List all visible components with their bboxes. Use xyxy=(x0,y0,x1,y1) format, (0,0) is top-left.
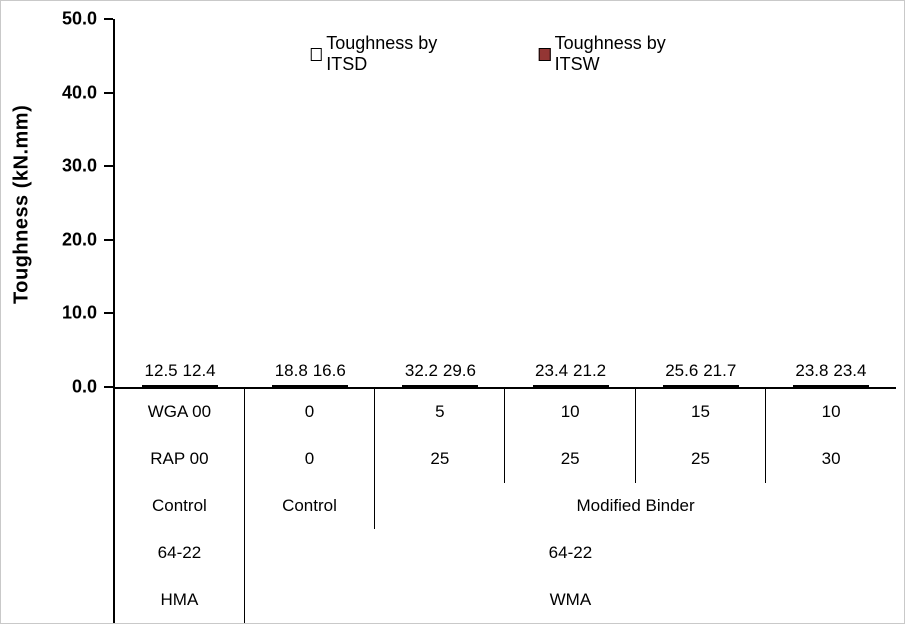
cell-wga-5: 10 xyxy=(821,402,841,422)
y-tick-mark xyxy=(104,238,113,241)
cell-wga-1: 0 xyxy=(244,389,376,436)
table-row-rap: RAP 00 0 25 25 25 30 xyxy=(114,435,896,483)
legend-swatch-itsw xyxy=(538,47,551,61)
legend-swatch-itsd xyxy=(310,47,323,61)
bar-value-label: 21.2 xyxy=(573,361,607,380)
cell-control-wma: Control xyxy=(244,482,376,530)
y-tick-label: 40.0 xyxy=(61,82,97,103)
cell-wma: WMA xyxy=(549,589,592,609)
legend-item-itsw: Toughness by ITSW xyxy=(538,33,701,75)
bar-value-label: 32.2 xyxy=(404,361,438,380)
bar-group: 23.8 23.4 xyxy=(766,361,896,387)
legend-item-itsd: Toughness by ITSD xyxy=(310,33,468,75)
cell-modified-binder: Modified Binder xyxy=(576,495,695,515)
bar-value-label: 23.8 xyxy=(795,361,829,380)
cell-wga-4: 15 xyxy=(635,389,767,436)
bar-itsw: 21.7 xyxy=(700,361,739,387)
bar-itsw: 29.6 xyxy=(440,361,479,387)
y-tick-mark xyxy=(104,18,113,20)
y-tick-mark xyxy=(104,165,113,168)
legend-label-itsd: Toughness by ITSD xyxy=(326,33,438,74)
legend: Toughness by ITSD Toughness by ITSW xyxy=(310,33,701,75)
bar-group: 18.8 16.6 xyxy=(245,361,375,387)
bar-value-label: 18.8 xyxy=(274,361,308,380)
cell-rap-1: 0 xyxy=(244,435,376,483)
bar-itsd: 18.8 xyxy=(272,361,311,387)
bar-value-label: 23.4 xyxy=(535,361,569,380)
y-tick-mark xyxy=(104,312,113,315)
table-row-grade: 64-22 64-22 xyxy=(114,529,896,577)
bar-itsd: 25.6 xyxy=(662,361,701,387)
cell-grade-left: 64-22 xyxy=(114,529,245,577)
cell-rap-2: 25 xyxy=(374,435,506,483)
cell-wga-header: WGA 00 xyxy=(114,389,245,436)
bar-itsd: 23.4 xyxy=(532,361,571,387)
legend-label-itsw: Toughness by ITSW xyxy=(554,33,666,74)
bars-row: 12.5 12.4 18.8 16.6 32.2 29.6 23.4 21.2 25.6 21.7… xyxy=(115,19,896,387)
y-axis: 0.0 10.0 20.0 30.0 40.0 50.0 xyxy=(1,9,113,397)
cell-wga-3: 10 xyxy=(504,389,636,436)
cell-wga-2: 5 xyxy=(374,389,506,436)
cell-rap-3: 25 xyxy=(504,435,636,483)
bar-itsw: 12.4 xyxy=(180,361,219,387)
bar-value-label: 29.6 xyxy=(442,361,476,380)
y-tick-label: 30.0 xyxy=(61,155,97,176)
bar-group: 23.4 21.2 xyxy=(506,361,636,387)
category-table: WGA 00 0 5 10 15 10 RAP 00 0 25 25 25 30… xyxy=(113,389,896,623)
table-row-wga: WGA 00 0 5 10 15 10 xyxy=(114,389,896,436)
plot-area: 12.5 12.4 18.8 16.6 32.2 29.6 23.4 21.2 25.6 21.7… xyxy=(104,18,896,389)
table-row-mix-type: HMA WMA xyxy=(114,576,896,623)
y-tick-mark xyxy=(104,91,113,94)
bar-value-label: 16.6 xyxy=(312,361,346,380)
cell-grade-right: 64-22 xyxy=(548,542,593,562)
y-tick-label: 10.0 xyxy=(61,302,97,323)
bar-group: 32.2 29.6 xyxy=(375,361,505,387)
bar-value-label: 21.7 xyxy=(703,361,737,380)
bar-group: 25.6 21.7 xyxy=(636,361,766,387)
y-tick-label: 50.0 xyxy=(61,8,97,29)
y-tick-label: 0.0 xyxy=(71,376,97,397)
cell-hma: HMA xyxy=(114,576,245,623)
bar-itsd: 32.2 xyxy=(402,361,441,387)
y-tick-label: 20.0 xyxy=(61,229,97,250)
cell-control-left: Control xyxy=(114,482,245,530)
y-tick-mark xyxy=(104,386,113,388)
bar-group: 12.5 12.4 xyxy=(115,361,245,387)
bar-itsd: 23.8 xyxy=(792,361,831,387)
bar-itsw: 23.4 xyxy=(830,361,869,387)
table-row-binder-type: Control Control Modified Binder xyxy=(114,482,896,530)
bar-value-label: 23.4 xyxy=(833,361,867,380)
cell-rap-5: 30 xyxy=(821,449,841,469)
bar-value-label: 12.4 xyxy=(182,361,216,380)
bar-itsw: 21.2 xyxy=(570,361,609,387)
cell-rap-header: RAP 00 xyxy=(114,435,245,483)
bar-itsd: 12.5 xyxy=(142,361,181,387)
bar-value-label: 25.6 xyxy=(665,361,699,380)
cell-rap-4: 25 xyxy=(635,435,767,483)
bar-value-label: 12.5 xyxy=(144,361,178,380)
bar-itsw: 16.6 xyxy=(310,361,349,387)
